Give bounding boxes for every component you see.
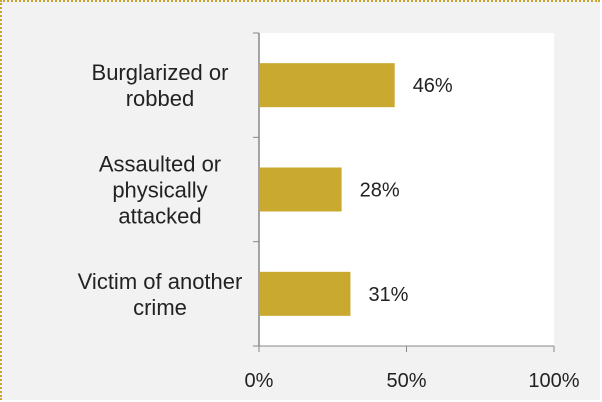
category-label-line: robbed <box>126 86 195 111</box>
x-tick-label: 100% <box>528 370 579 392</box>
data-label: 46% <box>413 75 453 97</box>
x-tick-label: 50% <box>386 370 426 392</box>
category-label: Victim of another crime <box>78 269 243 320</box>
category-label-line: Assaulted or <box>99 152 221 177</box>
category-label-line: Victim of another <box>78 269 243 294</box>
category-label-line: Burglarized or <box>92 60 229 85</box>
x-tick-label: 0% <box>245 370 274 392</box>
bar <box>259 271 351 316</box>
bar <box>259 167 342 212</box>
category-label: Burglarized or robbed <box>92 60 229 111</box>
category-label-line: attacked <box>118 204 201 229</box>
bar <box>259 63 395 108</box>
data-label: 31% <box>368 284 408 306</box>
data-label: 28% <box>360 180 400 202</box>
category-label-line: physically <box>112 178 207 203</box>
category-label-line: crime <box>133 295 187 320</box>
category-label: Assaulted or physically attacked <box>99 152 221 229</box>
